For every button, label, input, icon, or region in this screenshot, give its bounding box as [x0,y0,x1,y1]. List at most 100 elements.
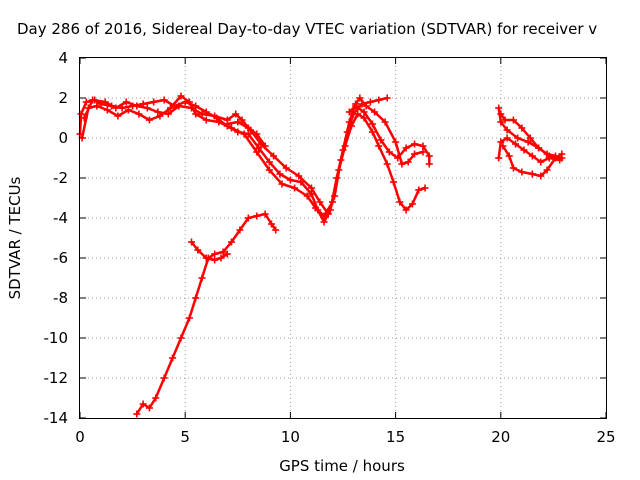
x-tick-label: 5 [180,428,190,446]
data-point [394,154,402,162]
data-point [503,126,511,134]
data-point [385,148,393,156]
data-point [185,314,193,322]
data-point [139,400,147,408]
data-point [528,170,536,178]
axis-ticks: 0 5 10 15 20 25 -14 -12 -10 -8 -6 -4 -2 0 2 4 [44,49,616,446]
data-series [76,94,427,226]
data-point [253,148,261,156]
data-point [211,112,219,120]
data-point [503,134,511,142]
data-point [499,142,507,150]
data-point [514,134,522,142]
data-point [188,238,196,246]
data-point [535,144,543,152]
data-point [124,106,132,114]
data-point [276,170,284,178]
series-trace [80,94,427,218]
data-point [396,198,404,206]
data-point [234,118,242,126]
data-point [316,198,324,206]
x-axis-label: GPS time / hours [279,457,405,475]
data-point [198,110,206,118]
data-point [232,110,240,118]
data-point [375,142,383,150]
data-point [377,136,385,144]
data-point [114,112,122,120]
data-point [398,160,406,168]
data-point [552,154,560,162]
data-point [265,166,273,174]
data-point [408,200,416,208]
data-point [238,116,246,124]
data-point [211,250,219,258]
x-tick-label: 25 [596,428,615,446]
data-point [356,94,364,102]
data-point [164,110,172,118]
data-point [89,96,97,104]
data-point [368,128,376,136]
data-point [320,218,328,226]
data-point [524,138,532,146]
data-series [223,118,269,150]
data-point [282,164,290,172]
data-point [543,150,551,158]
data-point [253,212,261,220]
data-point [219,248,227,256]
data-point [185,98,193,106]
y-tick-label: -6 [53,249,68,267]
x-tick-label: 15 [386,428,405,446]
data-point [545,154,553,162]
data-point [223,250,231,258]
y-tick-label: -8 [53,289,68,307]
x-tick-label: 20 [491,428,510,446]
data-point [272,226,280,234]
data-point [103,106,111,114]
data-point [360,114,368,122]
data-point [366,98,374,106]
data-point [402,144,410,152]
data-point [154,108,162,116]
data-point [337,156,345,164]
data-series [499,142,566,180]
data-point [518,124,526,132]
data-point [82,98,90,106]
data-point [509,116,517,124]
data-point [345,108,353,116]
data-point [278,180,286,188]
data-point [194,246,202,254]
y-tick-label: 2 [58,89,68,107]
data-point [223,120,231,128]
data-point [419,148,427,156]
data-point [112,104,120,112]
data-point [286,176,294,184]
y-tick-label: 4 [58,49,68,67]
data-point [166,104,174,112]
data-point [133,410,141,418]
data-point [177,92,185,100]
data-point [261,210,269,218]
data-point [358,100,366,108]
data-point [368,120,376,128]
series-trace [135,212,277,416]
data-series [345,102,433,168]
data-point [265,158,273,166]
data-point [509,164,517,172]
data-point [215,118,223,126]
data-point [425,160,433,168]
data-point [421,184,429,192]
data-point [501,116,509,124]
data-point [331,192,339,200]
data-point [152,394,160,402]
data-point [267,220,275,228]
y-tick-label: 0 [58,129,68,147]
data-point [537,158,545,166]
data-point [169,354,177,362]
data-point [244,124,252,132]
data-point [101,98,109,106]
data-point [371,108,379,116]
data-point [497,118,505,126]
data-point [383,94,391,102]
data-point [352,102,360,110]
x-tick-label: 10 [281,428,300,446]
